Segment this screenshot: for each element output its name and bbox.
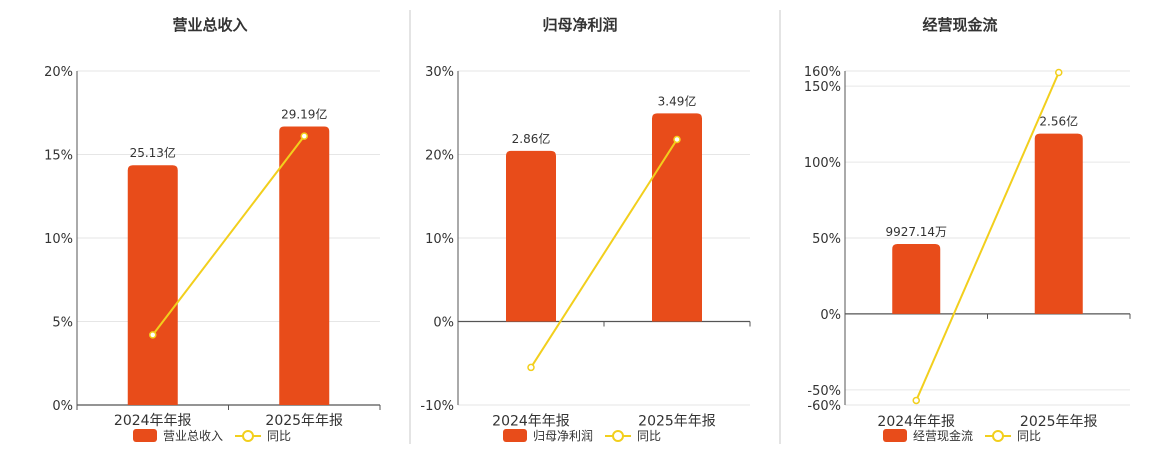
bar xyxy=(127,165,178,405)
yoy-line xyxy=(915,72,1060,401)
y-tick-label: 0% xyxy=(433,316,454,331)
y-tick-label: -10% xyxy=(420,399,454,414)
y-tick-label: 30% xyxy=(425,65,454,80)
bar xyxy=(506,150,556,322)
x-tick-label: 2025年年报 xyxy=(1020,414,1098,430)
legend-bar-label: 营业总收入 xyxy=(163,429,223,443)
y-tick-label: 20% xyxy=(44,65,73,80)
legend-line-marker xyxy=(242,430,254,442)
y-tick-label: -60% xyxy=(807,399,841,414)
legend-bar-swatch xyxy=(883,429,907,442)
x-tick-label: 2024年年报 xyxy=(114,413,192,429)
y-tick-label: 0% xyxy=(52,399,73,414)
bar xyxy=(279,126,330,405)
yoy-point xyxy=(300,132,308,140)
bar-data-label: 3.49亿 xyxy=(658,93,697,108)
y-tick-label: 50% xyxy=(812,232,841,247)
y-tick-label: 100% xyxy=(804,156,841,171)
bar xyxy=(652,113,702,322)
bar-data-label: 29.19亿 xyxy=(281,106,327,121)
y-tick-label: -50% xyxy=(807,384,841,399)
chart-title: 营业总收入 xyxy=(172,16,247,34)
x-tick-label: 2025年年报 xyxy=(638,414,716,430)
yoy-point xyxy=(149,331,157,339)
x-tick-label: 2024年年报 xyxy=(492,414,570,430)
y-tick-label: 160% xyxy=(804,65,841,80)
bar xyxy=(892,244,941,314)
legend-bar-swatch xyxy=(133,429,157,442)
legend-bar-label: 经营现金流 xyxy=(913,428,973,443)
y-tick-label: 15% xyxy=(44,149,73,164)
x-tick-label: 2025年年报 xyxy=(265,413,343,429)
legend-line-label: 同比 xyxy=(267,429,291,443)
yoy-point xyxy=(527,363,535,372)
bar-data-label: 2.86亿 xyxy=(512,131,551,146)
legend-bar-label: 归母净利润 xyxy=(533,429,593,443)
x-tick-label: 2024年年报 xyxy=(877,414,955,430)
y-tick-label: 0% xyxy=(820,308,841,323)
bar-data-label: 2.56亿 xyxy=(1039,114,1078,129)
legend-line-marker xyxy=(612,430,624,442)
y-tick-label: 10% xyxy=(44,232,73,247)
yoy-line xyxy=(530,138,678,368)
bar-data-label: 9927.14万 xyxy=(885,225,947,239)
y-tick-label: 20% xyxy=(425,149,454,164)
y-tick-label: 5% xyxy=(52,316,73,331)
yoy-point xyxy=(912,396,920,405)
legend-line-label: 同比 xyxy=(1017,429,1041,443)
legend-line-marker xyxy=(992,430,1004,442)
y-tick-label: 10% xyxy=(425,232,454,247)
chart-title: 归母净利润 xyxy=(542,16,617,34)
yoy-point xyxy=(673,135,681,144)
y-tick-label: 150% xyxy=(804,80,841,95)
legend-bar-swatch xyxy=(503,429,527,442)
yoy-point xyxy=(1055,68,1063,77)
yoy-line xyxy=(151,135,306,336)
legend-line-label: 同比 xyxy=(637,429,661,443)
bar xyxy=(1034,133,1083,314)
chart-title: 经营现金流 xyxy=(922,16,997,34)
bar-data-label: 25.13亿 xyxy=(130,145,176,160)
